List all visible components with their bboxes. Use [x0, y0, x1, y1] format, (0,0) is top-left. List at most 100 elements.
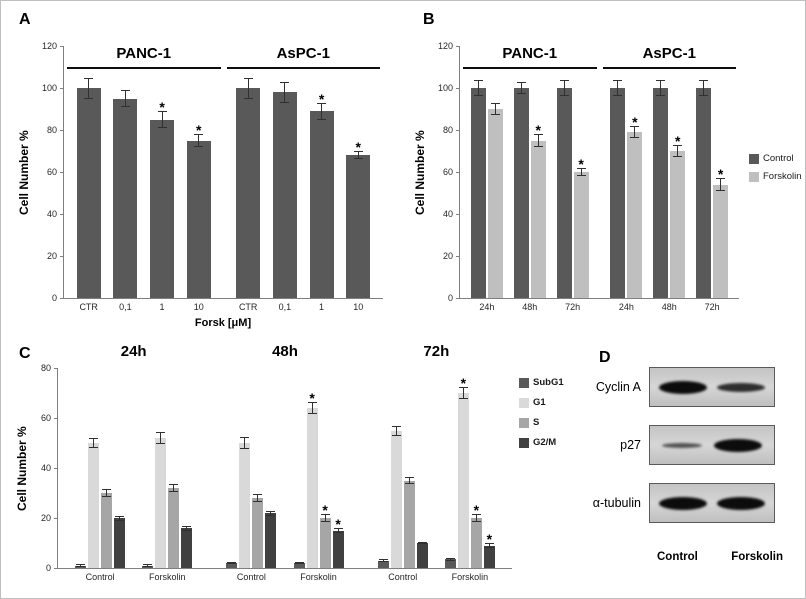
legend-label: G1	[533, 397, 546, 408]
x-tick-label: 1	[159, 302, 165, 312]
bar	[181, 528, 193, 568]
y-tick-mark	[60, 171, 64, 173]
bar	[319, 518, 331, 568]
significance-asterisk: *	[196, 122, 202, 139]
y-tick-mark	[60, 45, 64, 47]
bar-group: PANC-1 CTR 0,1 * 1 * 10	[64, 45, 224, 312]
y-tick-mark	[54, 517, 58, 519]
bar	[332, 530, 344, 568]
error-bar	[120, 90, 130, 107]
significance-asterisk: *	[473, 502, 480, 519]
bar-column	[487, 47, 503, 298]
error-bar	[484, 543, 494, 548]
bar-groups: PANC-1 24h * 48h * 72h AsPC-1 * 24h * 48h * 72h	[460, 45, 740, 312]
y-tick-label: 80	[40, 363, 51, 373]
group-overline	[226, 67, 380, 69]
x-tick-label: 72h	[565, 302, 581, 312]
x-tick-label: CTR	[238, 302, 258, 312]
error-bar	[516, 81, 526, 95]
time-group: 72h Control * * * Forskolin	[361, 343, 512, 582]
x-tick-label: 72h	[704, 302, 720, 312]
bar-column	[390, 369, 402, 568]
legend-swatch	[519, 437, 529, 448]
bar-column: *	[332, 369, 344, 568]
bar	[513, 88, 529, 298]
error-bar	[317, 102, 327, 120]
y-tick-mark	[456, 213, 460, 215]
error-bar	[559, 79, 569, 97]
bar-column	[155, 369, 167, 568]
blot-band	[716, 382, 765, 392]
bar-column	[610, 47, 626, 298]
error-bar	[613, 79, 623, 97]
y-tick-label: 0	[447, 293, 453, 303]
lane-label: Control	[657, 551, 698, 563]
western-blot-rows: Cyclin A p27 α-tubulin	[575, 367, 775, 523]
error-bar	[194, 134, 204, 147]
bar-column	[653, 47, 669, 298]
bar-column	[416, 369, 428, 568]
blot-row: p27	[575, 425, 775, 465]
bar	[155, 438, 167, 568]
phase-cluster: * * * Forskolin	[444, 369, 495, 582]
phase-cluster: * * * Forskolin	[293, 369, 344, 582]
bar	[627, 132, 643, 298]
error-bar	[699, 79, 709, 97]
bar	[377, 560, 389, 568]
bar-column: *	[483, 369, 495, 568]
bar	[530, 140, 546, 298]
blot-row: α-tubulin	[575, 483, 775, 523]
error-bar	[143, 564, 153, 567]
x-tick-label: CTR	[79, 302, 98, 312]
x-tick-label: 0,1	[278, 302, 292, 312]
legend-label: Forskolin	[763, 171, 802, 182]
bar	[239, 443, 251, 568]
bar-group: AsPC-1 * 24h * 48h * 72h	[600, 45, 740, 312]
panel-c-legend: SubG1 G1 S G2/M	[519, 377, 564, 448]
bar-column	[114, 369, 126, 568]
group-title: PANC-1	[502, 45, 558, 62]
category-pair: * 48h	[513, 47, 546, 312]
y-tick-mark	[456, 45, 460, 47]
bar-column	[377, 369, 389, 568]
blot-band	[716, 496, 765, 510]
bar-column	[226, 369, 238, 568]
y-tick-label: 40	[442, 209, 453, 219]
significance-asterisk: *	[578, 155, 584, 172]
error-bar	[266, 510, 276, 516]
category-pair: 24h	[470, 47, 503, 312]
y-tick-label: 40	[40, 463, 51, 473]
y-tick-label: 20	[40, 513, 51, 523]
blot-image	[649, 367, 775, 407]
panel-a-x-axis-label: Forsk [μM]	[194, 317, 252, 329]
bar-column: *	[457, 369, 469, 568]
bar-column: *	[306, 369, 318, 568]
bar-column	[513, 47, 529, 298]
blot-image	[649, 483, 775, 523]
time-group-title: 72h	[423, 343, 450, 360]
x-tick-label: Control	[388, 572, 418, 582]
bar-groups: 24h Control Forskolin 48h Control * * * Forskoli…	[58, 343, 512, 582]
panel-b-y-axis-label: Cell Number %	[413, 130, 427, 216]
y-tick-label: 60	[46, 167, 57, 177]
error-bar	[240, 436, 250, 450]
error-bar	[157, 111, 167, 128]
bar-column: *	[319, 369, 331, 568]
blot-band	[659, 496, 708, 510]
phase-cluster: Control	[75, 369, 126, 582]
y-tick-label: 0	[51, 293, 57, 303]
legend-label: G2/M	[533, 437, 557, 448]
x-tick-label: Control	[85, 572, 115, 582]
bar-column: *	[470, 369, 482, 568]
bar	[610, 88, 626, 298]
legend-item: G1	[519, 397, 564, 408]
bar-groups: PANC-1 CTR 0,1 * 1 * 10 AsPC-1 CTR 0,1 * 1 * 10	[64, 45, 383, 312]
blot-band	[662, 442, 702, 448]
blot-band	[659, 380, 708, 394]
blot-image	[649, 425, 775, 465]
bar	[457, 393, 469, 568]
legend-item: G2/M	[519, 437, 564, 448]
error-bar	[490, 102, 500, 116]
panel-c-plot-area: 0 20 40 60 80 24h Control Forskolin 48h Control * *…	[41, 343, 512, 582]
panel-c-y-axis-label: Cell Number %	[15, 426, 29, 512]
